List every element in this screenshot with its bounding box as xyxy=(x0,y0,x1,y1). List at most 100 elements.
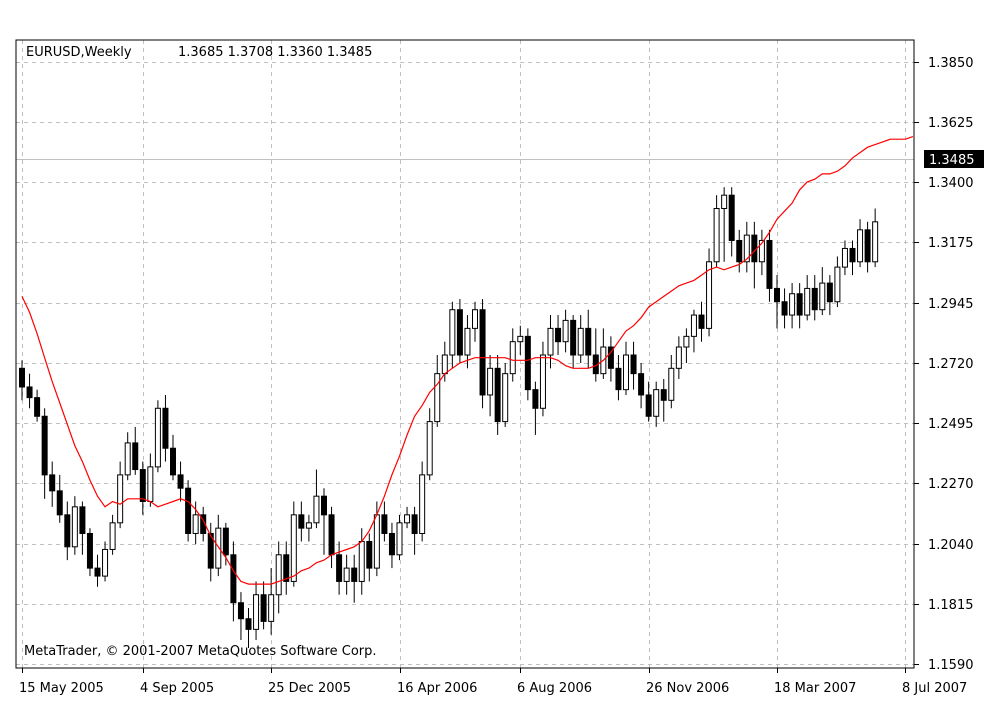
candle-body-bearish xyxy=(86,532,93,569)
candle-body-bearish xyxy=(381,514,388,534)
candle-body-bearish xyxy=(321,495,327,516)
y-tick-label: 1.3850 xyxy=(928,56,974,71)
candle-body-bearish xyxy=(811,287,818,311)
candle xyxy=(185,480,192,542)
candle-body-bearish xyxy=(494,367,501,423)
plot-frame xyxy=(15,39,915,669)
candle-body-bullish xyxy=(623,354,629,391)
candle xyxy=(79,501,86,555)
candle-body-bearish xyxy=(524,335,531,391)
candle xyxy=(215,514,222,577)
candle-body-bearish xyxy=(638,373,645,396)
x-tick-label: 16 Apr 2006 xyxy=(397,681,477,696)
candle-body-bullish xyxy=(804,287,811,316)
price-label-text: 1.3485 xyxy=(929,153,975,168)
candle xyxy=(539,341,546,417)
candle-body-bearish xyxy=(177,474,184,489)
candle xyxy=(857,219,864,268)
candle xyxy=(698,301,705,342)
candle-body-bullish xyxy=(517,335,524,343)
candle-body-bullish xyxy=(253,594,260,630)
x-tick-label: 18 Mar 2007 xyxy=(774,681,856,696)
candle-body-bullish xyxy=(872,221,879,263)
candle xyxy=(660,378,667,422)
candle-body-bearish xyxy=(615,367,622,391)
candle-body-bullish xyxy=(275,554,282,596)
candle xyxy=(124,432,131,481)
candle-body-bearish xyxy=(245,618,252,630)
candle xyxy=(872,208,879,268)
candle-body-bullish xyxy=(509,341,516,375)
x-tick-label: 4 Sep 2005 xyxy=(140,681,214,696)
candle-body-bearish xyxy=(796,293,803,316)
candle xyxy=(774,275,780,329)
candle-body-bullish xyxy=(109,522,116,550)
candle-body-bearish xyxy=(660,389,667,401)
candle-body-bullish xyxy=(124,442,131,476)
candle-body-bearish xyxy=(230,554,237,604)
candle xyxy=(94,554,101,587)
candle-body-bearish xyxy=(132,442,139,471)
x-tick-label: 25 Dec 2005 xyxy=(268,681,351,696)
candle-body-bullish xyxy=(472,309,478,329)
candle xyxy=(668,355,675,409)
candle xyxy=(41,408,48,499)
candle-body-bullish xyxy=(71,506,78,548)
candle xyxy=(524,328,531,401)
candle xyxy=(532,381,539,435)
candle-body-bearish xyxy=(781,301,788,316)
candle xyxy=(230,541,237,622)
candle xyxy=(154,400,161,473)
candle xyxy=(789,283,796,329)
candle xyxy=(728,187,735,257)
candle xyxy=(245,608,252,649)
x-tick-label: 8 Jul 2007 xyxy=(902,681,967,696)
candle xyxy=(351,554,358,603)
candle-body-bullish xyxy=(192,514,199,534)
candle xyxy=(645,381,652,422)
candle xyxy=(638,363,645,409)
candle-body-bearish xyxy=(207,532,214,569)
candle-body-bullish xyxy=(743,234,750,263)
candle xyxy=(781,288,788,329)
candle-body-bearish xyxy=(283,554,290,582)
candle xyxy=(49,461,56,507)
candle xyxy=(102,541,109,582)
candle-body-bullish xyxy=(819,282,826,311)
candle xyxy=(449,301,456,369)
candle-body-bullish xyxy=(313,495,320,524)
candle xyxy=(268,568,275,635)
candle xyxy=(298,501,305,542)
candle-body-bullish xyxy=(358,540,365,582)
candle xyxy=(630,341,637,390)
copyright-text: MetaTrader, © 2001-2007 MetaQuotes Softw… xyxy=(24,644,377,659)
x-tick-label: 6 Aug 2006 xyxy=(517,681,592,696)
candle xyxy=(766,229,773,302)
candle-body-bearish xyxy=(336,554,343,582)
candle xyxy=(388,522,395,569)
candle-body-bullish xyxy=(789,293,796,316)
candle-body-bearish xyxy=(351,567,358,582)
candle xyxy=(419,461,426,542)
candle-body-bullish xyxy=(487,367,494,396)
candle xyxy=(607,336,614,382)
y-tick-label: 1.2720 xyxy=(928,357,974,372)
candle xyxy=(237,592,244,641)
candle-body-bullish xyxy=(539,354,546,409)
candle xyxy=(547,315,554,369)
y-tick-label: 1.3625 xyxy=(928,116,974,131)
candle-body-bearish xyxy=(222,527,229,556)
candle xyxy=(56,474,63,523)
candle-body-bearish xyxy=(298,514,305,529)
candle xyxy=(207,522,214,582)
candle-body-bearish xyxy=(366,540,373,569)
candle xyxy=(721,187,728,262)
candle-body-bullish xyxy=(683,335,690,348)
candle xyxy=(472,301,478,342)
candle-body-bullish xyxy=(841,247,848,268)
candle xyxy=(864,221,871,273)
candle xyxy=(426,408,433,481)
candle xyxy=(290,501,297,587)
candle-body-bullish xyxy=(426,421,433,476)
